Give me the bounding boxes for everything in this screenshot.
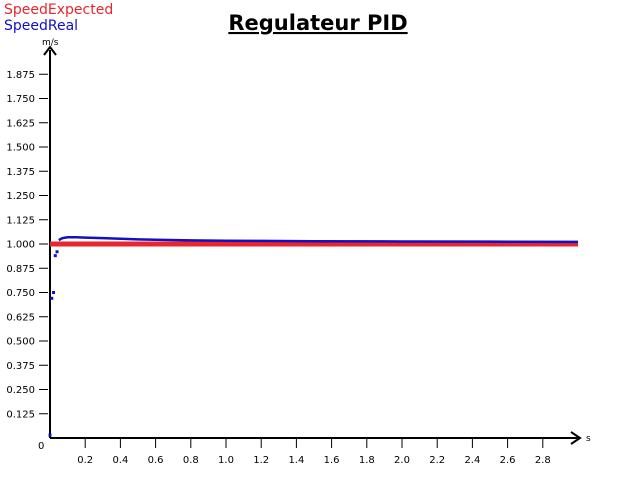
x-tick-label: 1.0	[218, 455, 234, 466]
y-tick-label: 1.500	[6, 143, 35, 154]
y-tick-label: 1.000	[6, 240, 35, 251]
y-tick-label: 1.375	[6, 167, 35, 178]
y-axis-arrowhead	[43, 45, 57, 56]
y-tick-label: 0.500	[6, 337, 35, 348]
y-tick-label: 1.750	[6, 94, 35, 105]
y-tick-label: 0.750	[6, 288, 35, 299]
legend-entry-speed-expected: SpeedExpected	[4, 2, 113, 18]
y-tick-label: 0.125	[6, 409, 35, 420]
origin-label: 0	[38, 441, 44, 452]
y-axis-label: m/s	[42, 38, 59, 48]
y-tick-label: 0.375	[6, 361, 35, 372]
x-tick-label: 1.2	[253, 455, 269, 466]
x-tick-label: 0.6	[148, 455, 164, 466]
x-tick-label: 1.6	[324, 455, 340, 466]
x-tick-label: 1.4	[288, 455, 304, 466]
y-tick-label: 0.875	[6, 264, 35, 275]
x-tick-label: 1.8	[359, 455, 375, 466]
series-line-speed-real	[58, 235, 579, 244]
x-tick-label: 0.8	[183, 455, 199, 466]
x-axis-label: s	[586, 434, 591, 444]
y-tick-label: 0.625	[6, 312, 35, 323]
y-tick-label: 1.250	[6, 191, 35, 202]
plot-series	[48, 235, 579, 437]
y-tick-label: 1.625	[6, 118, 35, 129]
y-tick-label: 1.125	[6, 215, 35, 226]
axis-ticks: 0.1250.2500.3750.5000.6250.7500.8751.000…	[6, 70, 550, 466]
y-tick-label: 1.875	[6, 70, 35, 81]
x-tick-label: 2.6	[500, 455, 516, 466]
x-tick-label: 2.2	[429, 455, 445, 466]
series-point-speed-real	[55, 250, 59, 254]
legend-entry-speed-real: SpeedReal	[4, 18, 78, 34]
series-point-speed-real	[50, 296, 54, 300]
x-tick-label: 0.2	[77, 455, 93, 466]
series-point-speed-real	[48, 433, 52, 437]
x-tick-label: 0.4	[112, 455, 128, 466]
chart-title: Regulateur PID	[228, 11, 407, 35]
x-axis-arrowhead	[570, 431, 582, 445]
series-point-speed-real	[53, 254, 57, 258]
series-point-speed-real	[52, 291, 56, 294]
x-tick-label: 2.0	[394, 455, 410, 466]
x-tick-label: 2.8	[535, 455, 551, 466]
y-tick-label: 0.250	[6, 385, 35, 396]
x-tick-label: 2.4	[464, 455, 480, 466]
